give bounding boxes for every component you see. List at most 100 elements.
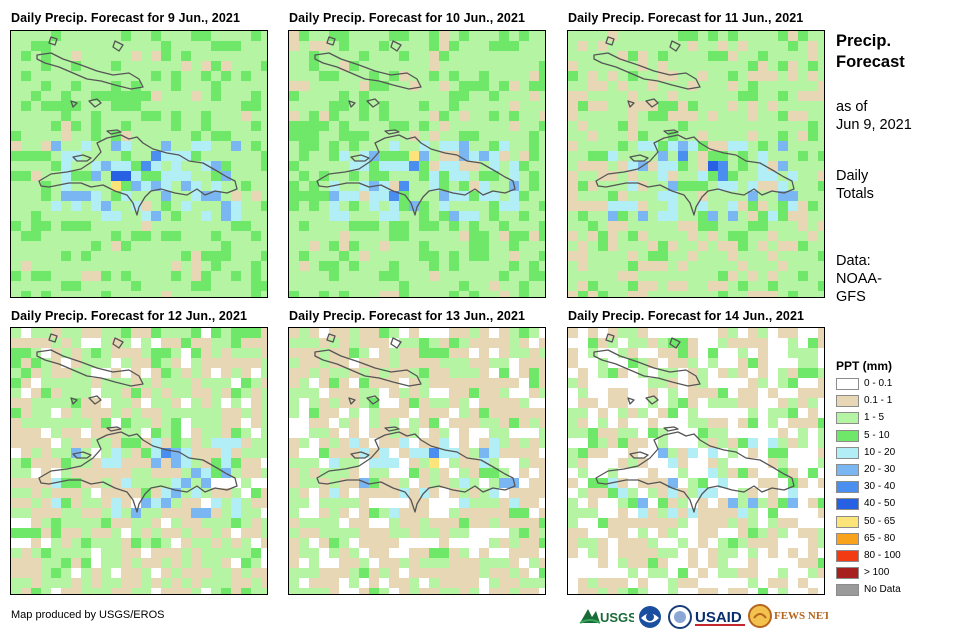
precip-cell	[161, 191, 171, 201]
precip-cell	[718, 348, 728, 358]
map-panel-jun12[interactable]	[10, 327, 268, 595]
precip-cell	[379, 398, 389, 408]
precip-cell	[251, 408, 261, 418]
precip-cell	[628, 101, 638, 111]
precip-cell	[808, 231, 818, 241]
precip-cell	[509, 398, 519, 408]
precip-cell	[539, 328, 545, 338]
precip-cell	[728, 81, 738, 91]
precip-cell	[658, 358, 668, 368]
precip-cell	[221, 558, 231, 568]
precip-cell	[698, 518, 708, 528]
precip-cell	[788, 201, 798, 211]
precip-cell	[309, 131, 319, 141]
precip-cell	[151, 358, 161, 368]
precip-cell	[241, 398, 251, 408]
precip-cell	[788, 448, 798, 458]
precip-cell	[299, 171, 309, 181]
precip-cell	[251, 358, 261, 368]
usaid-logo-text: USAID	[695, 609, 742, 626]
precip-cell	[598, 558, 608, 568]
map-panel-jun11[interactable]	[567, 30, 825, 298]
map-panel-jun14[interactable]	[567, 327, 825, 595]
precip-cell	[818, 81, 824, 91]
precip-cell	[668, 241, 678, 251]
tortuga-outline	[663, 426, 679, 432]
precip-cell	[718, 448, 728, 458]
precip-cell	[51, 458, 61, 468]
precip-cell	[359, 468, 369, 478]
precip-cell	[111, 438, 121, 448]
precip-cell	[429, 61, 439, 71]
bahamas-outline	[326, 333, 402, 405]
precip-cell	[251, 498, 261, 508]
precip-cell	[798, 448, 808, 458]
precip-cell	[638, 438, 648, 448]
precip-cell	[211, 448, 221, 458]
precip-cell	[608, 388, 618, 398]
precip-cell	[429, 378, 439, 388]
precip-cell	[738, 261, 748, 271]
precip-cell	[439, 548, 449, 558]
precip-cell	[31, 378, 41, 388]
precip-cell	[738, 568, 748, 578]
precip-cell	[578, 378, 588, 388]
precip-cell	[449, 171, 459, 181]
precip-cell	[628, 438, 638, 448]
precip-cell	[459, 438, 469, 448]
precip-cell	[359, 538, 369, 548]
precip-cell	[778, 241, 788, 251]
precip-cell	[289, 448, 299, 458]
precip-cell	[519, 508, 529, 518]
precip-cell	[688, 508, 698, 518]
precip-cell	[31, 458, 41, 468]
precip-cell	[389, 368, 399, 378]
precip-cell	[628, 121, 638, 131]
precip-cell	[349, 478, 359, 488]
cuba-outline	[36, 52, 144, 90]
precip-cell	[658, 558, 668, 568]
precip-cell	[598, 338, 608, 348]
precip-cell	[469, 151, 479, 161]
precip-cell	[539, 568, 545, 578]
map-panel-jun9[interactable]	[10, 30, 268, 298]
precip-cell	[11, 538, 21, 548]
precip-cell	[509, 191, 519, 201]
precip-cell	[509, 251, 519, 261]
precip-cell	[449, 548, 459, 558]
precip-cell	[111, 508, 121, 518]
precip-cell	[648, 328, 658, 338]
precip-cell	[111, 568, 121, 578]
precip-cell	[319, 418, 329, 428]
precip-cell	[748, 378, 758, 388]
precip-cell	[131, 358, 141, 368]
precip-cell	[748, 211, 758, 221]
precip-cell	[161, 388, 171, 398]
precip-cell	[449, 388, 459, 398]
precip-cell	[81, 338, 91, 348]
precip-cell	[201, 478, 211, 488]
precip-cell	[429, 31, 439, 41]
precip-cell	[808, 588, 818, 594]
precip-cell	[429, 488, 439, 498]
precip-cell	[151, 488, 161, 498]
precip-cell	[788, 291, 798, 297]
precip-cell	[251, 121, 261, 131]
precip-cell	[578, 41, 588, 51]
map-panel-jun13[interactable]	[288, 327, 546, 595]
precip-cell	[309, 241, 319, 251]
precip-cell	[568, 568, 578, 578]
precip-cell	[359, 548, 369, 558]
precip-cell	[539, 271, 545, 281]
precip-cell	[818, 378, 824, 388]
precip-cell	[419, 368, 429, 378]
precip-cell	[399, 568, 409, 578]
map-panel-jun10[interactable]	[288, 30, 546, 298]
precip-cell	[628, 478, 638, 488]
precip-cell	[419, 418, 429, 428]
precip-cell	[638, 141, 648, 151]
precip-cell	[221, 588, 231, 594]
precip-cell	[399, 191, 409, 201]
precip-cell	[618, 358, 628, 368]
precip-cell	[449, 558, 459, 568]
